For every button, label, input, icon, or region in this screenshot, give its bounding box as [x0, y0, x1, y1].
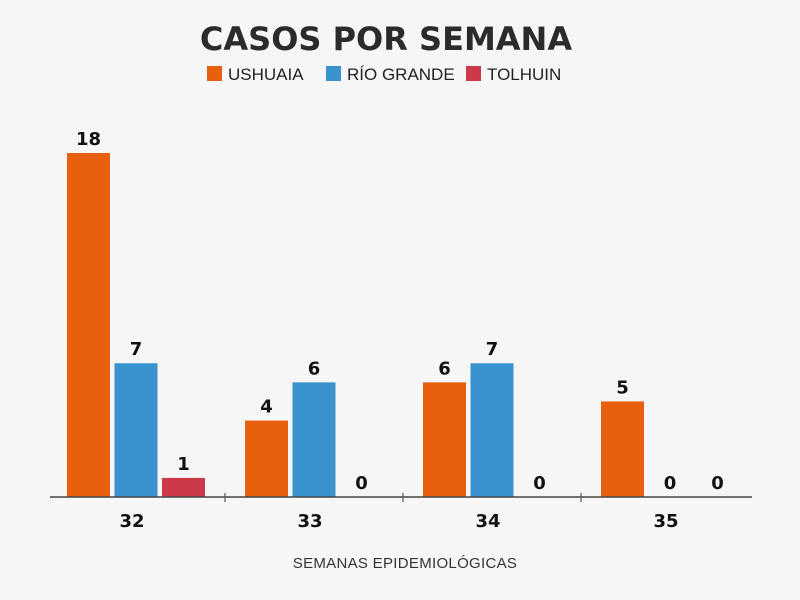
bar-32-1: [114, 363, 158, 497]
legend-label-2: TOLHUIN: [487, 65, 561, 84]
category-label-32: 32: [119, 511, 144, 532]
category-label-33: 33: [297, 511, 322, 532]
legend-swatch-1: [326, 66, 341, 81]
value-label-34-1: 7: [486, 339, 499, 360]
value-label-35-0: 5: [616, 377, 629, 398]
legend-label-1: RÍO GRANDE: [347, 65, 455, 84]
bar-33-1: [292, 382, 336, 497]
bar-34-0: [423, 382, 466, 497]
value-label-35-2: 0: [711, 473, 724, 494]
value-label-32-2: 1: [177, 454, 190, 475]
legend-swatch-2: [466, 66, 481, 81]
value-label-33-1: 6: [308, 358, 321, 379]
value-label-35-1: 0: [664, 473, 677, 494]
value-label-32-1: 7: [130, 339, 143, 360]
x-axis-ticks: [224, 493, 582, 502]
category-label-34: 34: [475, 511, 500, 532]
category-labels: 32 33 34 35: [119, 511, 678, 532]
chart-title: CASOS POR SEMANA: [200, 20, 572, 58]
value-labels: 18 7 1 4 6 0 6 7 0 5 0 0: [76, 129, 724, 494]
value-label-34-2: 0: [533, 473, 546, 494]
legend-label-0: USHUAIA: [228, 65, 304, 84]
bar-33-0: [245, 420, 288, 497]
value-label-32-0: 18: [76, 129, 101, 150]
legend: USHUAIA RÍO GRANDE TOLHUIN: [207, 65, 561, 84]
legend-swatch-0: [207, 66, 222, 81]
value-label-33-0: 4: [260, 397, 273, 418]
bar-32-2: [162, 477, 205, 497]
bar-32-0: [67, 153, 110, 497]
category-label-35: 35: [653, 511, 678, 532]
value-label-34-0: 6: [438, 358, 451, 379]
bar-35-0: [601, 401, 644, 497]
x-axis-label: SEMANAS EPIDEMIOLÓGICAS: [293, 555, 517, 572]
bar-34-1: [470, 363, 514, 497]
bars: [67, 153, 644, 497]
value-label-33-2: 0: [355, 473, 368, 494]
